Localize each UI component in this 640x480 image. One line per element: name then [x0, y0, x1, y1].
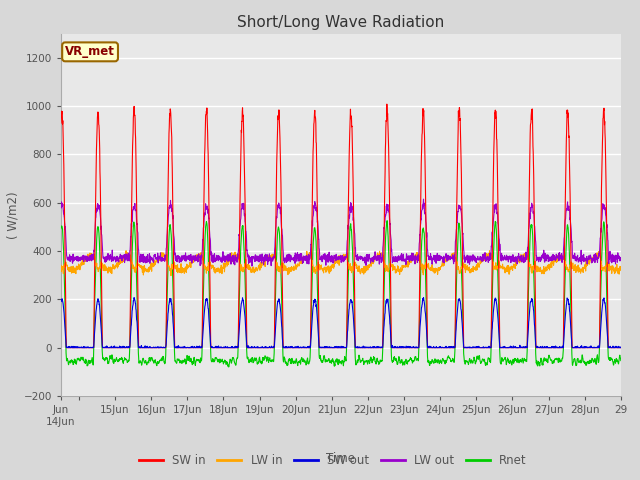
Legend: SW in, LW in, SW out, LW out, Rnet: SW in, LW in, SW out, LW out, Rnet [134, 449, 531, 472]
Title: Short/Long Wave Radiation: Short/Long Wave Radiation [237, 15, 444, 30]
X-axis label: Time: Time [326, 452, 355, 465]
Y-axis label: ( W/m2): ( W/m2) [6, 191, 19, 239]
Text: VR_met: VR_met [65, 45, 115, 59]
